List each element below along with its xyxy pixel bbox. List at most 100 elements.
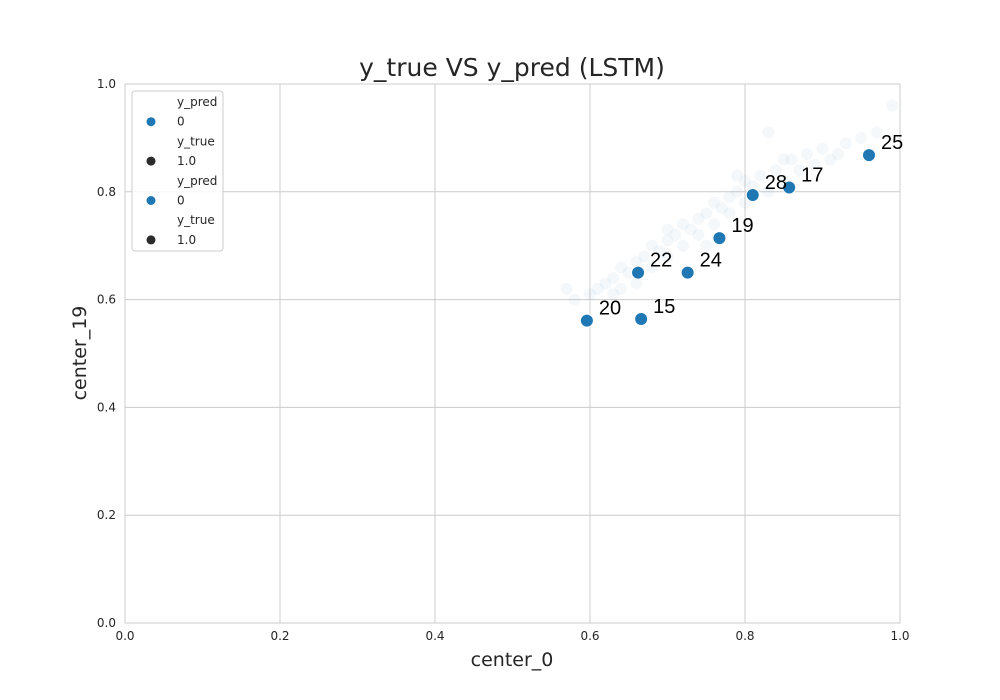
point-label: 25 [881, 132, 903, 154]
y-true-point [855, 131, 868, 144]
y-tick-label: 0.0 [97, 616, 116, 630]
y-true-point [607, 272, 620, 285]
legend-marker [146, 117, 156, 127]
x-axis-title: center_0 [471, 649, 554, 671]
point-labels: 20 15 22 24 19 28 17 25 [599, 132, 903, 319]
y-true-point [770, 164, 782, 177]
y-true-point [646, 239, 658, 252]
legend-entry-label: 0 [177, 194, 185, 208]
legend-entry-label: 1.0 [177, 233, 196, 247]
y-pred-point [680, 265, 695, 280]
y-tick-label: 0.4 [97, 400, 116, 414]
y-true-point [700, 239, 713, 252]
y-true-point [731, 169, 744, 182]
y-tick-label: 0.8 [97, 185, 116, 199]
y-true-point [599, 277, 612, 290]
y-true-point [661, 223, 674, 236]
point-label: 24 [700, 250, 722, 272]
y-tick-label: 0.2 [97, 508, 116, 522]
point-label: 20 [599, 298, 621, 320]
y-pred-point [579, 313, 594, 328]
y-true-point [615, 282, 627, 295]
y-true-point [692, 212, 705, 225]
x-tick-label: 0.6 [580, 629, 599, 643]
y-true-point [723, 191, 736, 204]
legend-marker [146, 156, 156, 166]
y-true-point [762, 185, 775, 198]
y-true-point [684, 223, 697, 236]
y-pred-point [782, 180, 797, 195]
y-axis-ticks: 0.0 0.2 0.4 0.6 0.8 1.0 [97, 77, 116, 630]
y-true-point [785, 153, 798, 166]
x-tick-label: 0.0 [115, 629, 134, 643]
x-tick-label: 1.0 [890, 629, 909, 643]
legend-title: y_pred [177, 174, 217, 188]
legend-entry-label: 0 [177, 115, 185, 129]
y-true-point [700, 207, 713, 220]
y-true-point [677, 218, 689, 231]
point-label: 17 [801, 164, 823, 186]
y-pred-point [745, 188, 760, 203]
y-pred-point [712, 231, 727, 246]
y-true-point [646, 261, 658, 274]
y-true-point [839, 137, 852, 150]
y-true-point [584, 288, 596, 301]
plot-background [125, 84, 900, 623]
y-true-point [816, 142, 829, 155]
y-true-point [591, 282, 604, 295]
y-true-point [677, 239, 689, 252]
y-true-point [832, 148, 844, 161]
y-true-point [886, 99, 899, 112]
grid-lines [124, 83, 901, 624]
y-pred-point [631, 265, 646, 280]
legend-title: y_true [177, 213, 215, 227]
point-label: 15 [653, 296, 675, 318]
x-tick-label: 0.8 [735, 629, 754, 643]
y-true-point [607, 288, 620, 301]
data-points [560, 99, 899, 328]
point-label: 22 [650, 250, 672, 272]
y-true-point [568, 293, 581, 306]
y-true-point [661, 234, 674, 247]
y-axis-title: center_19 [69, 306, 91, 401]
y-true-point [708, 196, 720, 209]
y-true-point [638, 250, 651, 263]
x-axis-ticks: 0.0 0.2 0.4 0.6 0.8 1.0 [115, 629, 909, 643]
y-true-point [870, 126, 883, 139]
y-pred-point [634, 312, 649, 327]
y-true-point [731, 185, 744, 198]
y-true-point [777, 153, 790, 166]
y-true-point [708, 218, 720, 231]
y-true-point [801, 148, 813, 161]
legend-box [131, 90, 224, 252]
legend-marker [146, 235, 156, 245]
y-pred-point [862, 148, 876, 163]
chart-title: y_true VS y_pred (LSTM) [359, 53, 665, 82]
y-true-point [615, 261, 627, 274]
point-label: 28 [765, 172, 787, 194]
point-label: 19 [731, 215, 753, 237]
y-true-point [630, 255, 643, 268]
legend-title: y_true [177, 134, 215, 148]
y-true-point [630, 277, 643, 290]
plot-frame [124, 83, 901, 624]
y-true-point [824, 153, 837, 166]
legend-entry-label: 1.0 [177, 154, 196, 168]
y-true-point [560, 282, 573, 295]
legend-title: y_pred [177, 95, 217, 109]
y-true-point [653, 245, 666, 258]
y-true-point [808, 158, 821, 171]
y-true-point [692, 228, 705, 241]
y-true-point [723, 207, 736, 220]
legend: y_pred 0 y_true 1.0 y_pred 0 y_true 1.0 [131, 90, 224, 252]
y-true-point [669, 228, 682, 241]
y-true-point [715, 201, 728, 214]
y-tick-label: 0.6 [97, 293, 116, 307]
y-true-point [762, 126, 775, 139]
y-true-point [739, 175, 751, 188]
y-tick-label: 1.0 [97, 77, 116, 91]
y-true-point [793, 164, 806, 177]
x-tick-label: 0.4 [425, 629, 444, 643]
y-true-point [661, 250, 674, 263]
